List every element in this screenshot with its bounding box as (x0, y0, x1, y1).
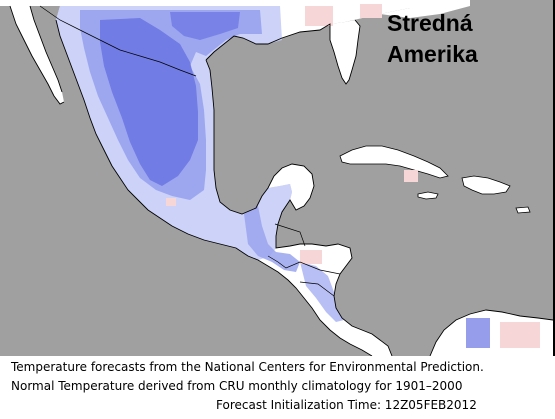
forecast-caption: Temperature forecasts from the National … (0, 358, 555, 419)
map-title-line2: Amerika (387, 41, 478, 67)
anomaly-above-patch-2 (360, 4, 382, 18)
hispaniola-island (461, 175, 511, 195)
caption-line-init-time: Forecast Initialization Time: 12Z05FEB20… (216, 398, 477, 412)
caption-line-climatology: Normal Temperature derived from CRU mont… (11, 379, 463, 393)
anomaly-above-patch-5 (500, 322, 540, 348)
puerto-rico-island (515, 206, 531, 214)
anomaly-below-strong (100, 18, 198, 186)
anomaly-above-patch-4 (300, 250, 322, 264)
anomaly-above-patch-6 (166, 198, 176, 206)
us-east-coast (380, 0, 470, 18)
baja-california (10, 6, 64, 104)
anomaly-below-yucatan (244, 206, 300, 272)
map-canvas (0, 0, 553, 356)
anomaly-above-patch-1 (305, 6, 333, 26)
forecast-map: Stredná Amerika (0, 0, 555, 356)
yucatan-peninsula (256, 164, 314, 210)
anomaly-above-patch-3 (404, 170, 418, 182)
anomaly-below-patch-sa (466, 318, 490, 348)
anomaly-below-strong-2 (170, 12, 240, 40)
caption-line-source: Temperature forecasts from the National … (11, 360, 484, 374)
map-title: Stredná Amerika (387, 8, 552, 70)
coastline-lines (9, 5, 553, 356)
map-title-line1: Stredná (387, 10, 473, 36)
cuba-island (339, 145, 449, 179)
jamaica-island (417, 191, 439, 200)
anomaly-below-central (300, 262, 344, 322)
